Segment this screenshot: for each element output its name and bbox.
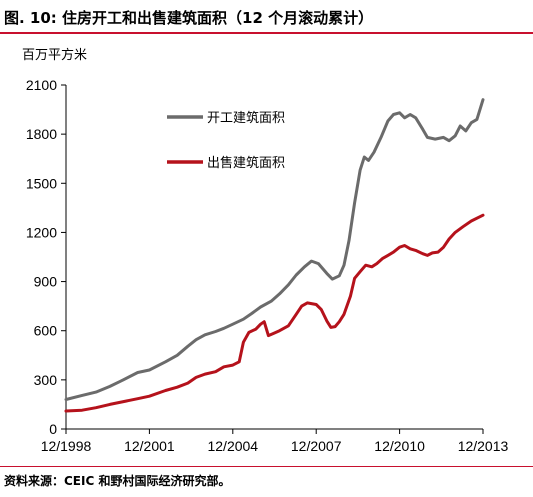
x-tick-label: 12/1998 <box>41 438 92 454</box>
y-axis: 0 300 600 900 1200 1500 1800 2100 <box>26 77 67 437</box>
source-note: 资料来源：CEIC 和野村国际经济研究部。 <box>4 474 231 488</box>
y-tick-label: 900 <box>34 274 58 290</box>
y-axis-label: 百万平方米 <box>22 48 88 63</box>
x-tick-label: 12/2004 <box>207 438 258 454</box>
series-line-1 <box>64 98 485 401</box>
legend-label-1: 开工建筑面积 <box>207 110 285 126</box>
y-tick-label: 1500 <box>26 175 57 191</box>
x-tick-label: 12/2007 <box>291 438 342 454</box>
x-tick-label: 12/2013 <box>458 438 509 454</box>
chart-title: 图. 10: 住房开工和出售建筑面积（12 个月滚动累计） <box>4 9 374 27</box>
x-tick-label: 12/2001 <box>124 438 175 454</box>
series-line-2 <box>64 213 485 413</box>
y-tick-label: 600 <box>34 323 58 339</box>
series-layer <box>64 98 485 413</box>
y-tick-label: 300 <box>34 372 58 388</box>
footer-divider <box>0 466 533 467</box>
y-tick-label: 1200 <box>26 224 57 240</box>
legend-label-2: 出售建筑面积 <box>207 155 285 171</box>
y-tick-label: 0 <box>49 421 57 437</box>
x-axis: 12/1998 12/2001 12/2004 12/2007 12/2010 12/20… <box>41 428 509 454</box>
x-tick-label: 12/2010 <box>374 438 425 454</box>
y-tick-label: 2100 <box>26 77 57 93</box>
title-divider <box>0 32 533 34</box>
y-tick-label: 1800 <box>26 126 57 142</box>
